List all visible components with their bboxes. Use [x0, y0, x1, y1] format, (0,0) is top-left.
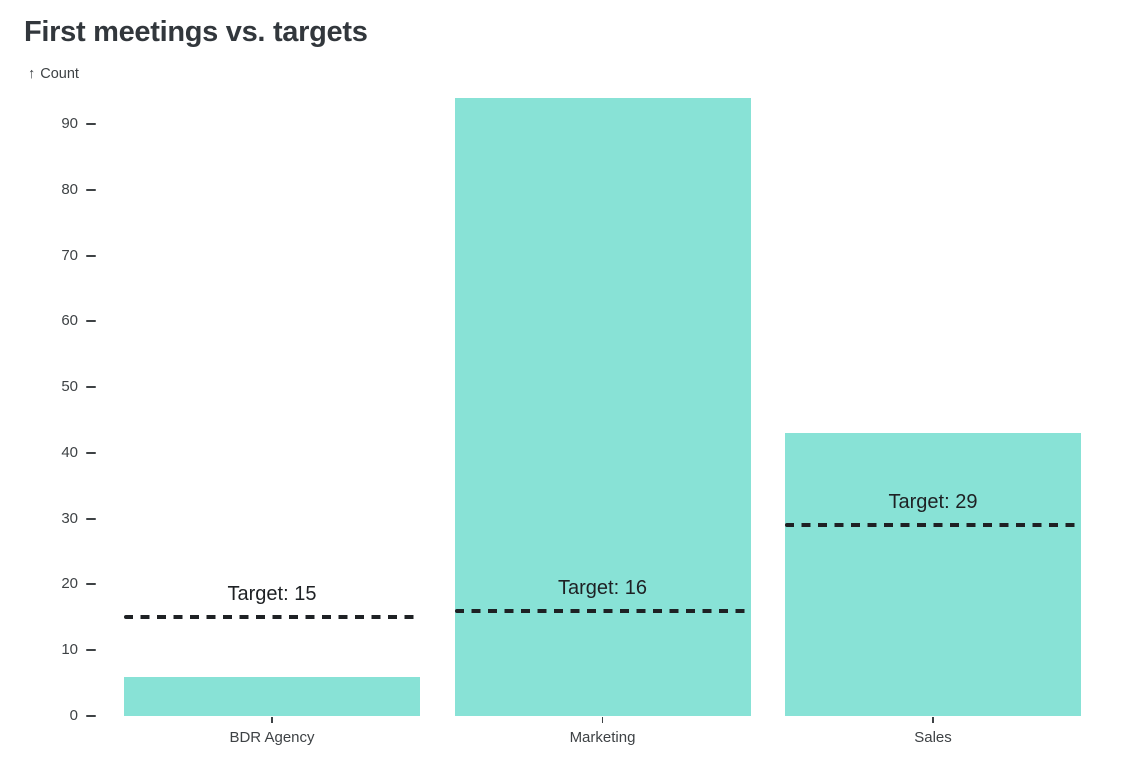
y-axis-label: ↑ Count: [28, 66, 79, 82]
y-tick-mark-0: [86, 715, 96, 717]
target-label: Target: 29: [888, 491, 978, 514]
target-label: Target: 15: [227, 583, 317, 606]
y-tick-label-50: 50: [61, 378, 78, 396]
y-tick-mark-50: [86, 386, 96, 389]
y-tick-label-80: 80: [61, 180, 78, 198]
target-line: [454, 608, 751, 613]
y-tick-label-90: 90: [61, 115, 78, 132]
x-tick-mark-2: [601, 717, 604, 723]
y-tick-mark-10: [86, 649, 96, 652]
y-tick-mark-80: [86, 188, 96, 191]
chart-title: First meetings vs. targets: [24, 16, 368, 48]
target-line: [785, 523, 1081, 528]
bar-bdr-agency[interactable]: [124, 676, 420, 716]
bar-sales[interactable]: [785, 433, 1081, 716]
y-tick-label-40: 40: [61, 443, 78, 461]
y-tick-mark-60: [86, 320, 96, 323]
y-axis-arrow-icon: ↑: [28, 66, 36, 82]
y-tick-label-0: 0: [69, 707, 78, 724]
y-tick-mark-40: [86, 451, 96, 454]
target-line: [124, 615, 420, 620]
y-tick-label-60: 60: [61, 312, 78, 330]
y-tick-mark-70: [86, 254, 96, 257]
y-tick-label-10: 10: [61, 641, 78, 659]
y-tick-label-30: 30: [61, 509, 78, 527]
x-axis-label: Marketing: [569, 729, 636, 746]
y-axis-label-text: Count: [40, 66, 79, 82]
x-tick-mark-3: [932, 717, 934, 723]
y-tick-mark-30: [86, 517, 96, 520]
y-tick-mark-20: [86, 583, 96, 586]
x-tick-mark-1: [271, 717, 273, 723]
bar-marketing[interactable]: [454, 97, 751, 716]
y-tick-mark-90: [86, 123, 96, 125]
target-label: Target: 16: [558, 576, 647, 599]
x-axis-label: Sales: [914, 729, 952, 746]
y-tick-label-70: 70: [61, 246, 78, 264]
y-tick-label-20: 20: [61, 575, 78, 593]
x-axis-label: BDR Agency: [229, 729, 315, 746]
